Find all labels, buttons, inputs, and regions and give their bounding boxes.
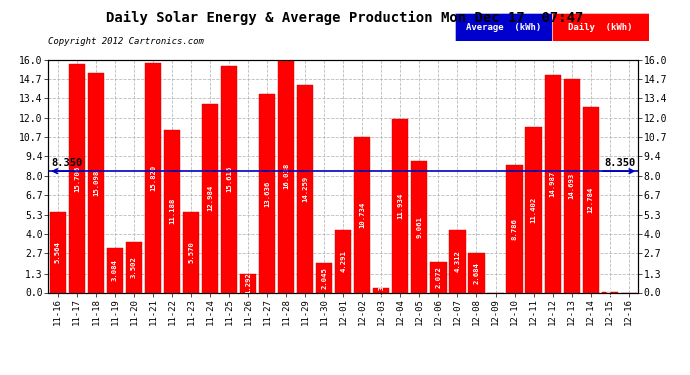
Bar <box>145 63 161 292</box>
Text: 8.350: 8.350 <box>604 158 635 168</box>
Text: 8.350: 8.350 <box>51 158 83 168</box>
Bar <box>564 79 580 292</box>
Text: 4.291: 4.291 <box>340 251 346 272</box>
Text: 3.502: 3.502 <box>131 256 137 278</box>
Bar <box>88 73 104 292</box>
Bar <box>202 104 218 292</box>
Bar <box>297 85 313 292</box>
Text: 15.616: 15.616 <box>226 166 232 192</box>
Text: 11.402: 11.402 <box>531 196 537 223</box>
Bar <box>107 248 123 292</box>
Text: 15.820: 15.820 <box>150 164 156 190</box>
Bar <box>582 107 599 292</box>
Text: 0.053: 0.053 <box>607 278 613 300</box>
Text: 14.693: 14.693 <box>569 172 575 199</box>
Text: 2.072: 2.072 <box>435 267 442 288</box>
Text: 16.038: 16.038 <box>283 163 289 189</box>
Bar <box>183 211 199 292</box>
Text: 4.312: 4.312 <box>455 250 460 272</box>
Text: 12.784: 12.784 <box>588 186 593 213</box>
Bar <box>431 262 446 292</box>
Text: 10.734: 10.734 <box>359 201 365 228</box>
Bar <box>221 66 237 292</box>
Bar <box>335 230 351 292</box>
Bar <box>316 263 333 292</box>
Text: Daily Solar Energy & Average Production Mon Dec 17  07:47: Daily Solar Energy & Average Production … <box>106 11 584 26</box>
Bar <box>373 288 389 292</box>
Text: 11.934: 11.934 <box>397 193 404 219</box>
Bar <box>411 161 428 292</box>
Bar <box>469 254 484 292</box>
Bar <box>544 75 561 292</box>
Text: 8.786: 8.786 <box>511 218 518 240</box>
Text: Average  (kWh): Average (kWh) <box>466 22 542 32</box>
Text: 15.098: 15.098 <box>93 170 99 196</box>
Bar <box>50 211 66 292</box>
Text: 14.987: 14.987 <box>550 171 555 197</box>
Text: 9.061: 9.061 <box>416 216 422 238</box>
Bar <box>259 94 275 292</box>
Text: 15.706: 15.706 <box>74 165 80 192</box>
Text: 0.310: 0.310 <box>378 276 384 298</box>
Bar <box>393 119 408 292</box>
Bar <box>506 165 522 292</box>
Text: 5.564: 5.564 <box>55 241 61 263</box>
Text: 5.570: 5.570 <box>188 241 194 263</box>
Bar <box>354 136 371 292</box>
Text: 11.188: 11.188 <box>169 198 175 224</box>
Bar <box>526 127 542 292</box>
Text: 1.292: 1.292 <box>245 272 251 294</box>
Bar <box>278 60 294 292</box>
Bar <box>126 242 142 292</box>
Bar <box>69 64 85 292</box>
Text: 2.684: 2.684 <box>473 262 480 284</box>
Text: 14.259: 14.259 <box>302 176 308 202</box>
Bar <box>449 230 466 292</box>
Text: Copyright 2012 Cartronics.com: Copyright 2012 Cartronics.com <box>48 38 204 46</box>
Bar <box>164 130 180 292</box>
Text: 3.084: 3.084 <box>112 259 118 281</box>
Bar <box>240 274 256 292</box>
Text: 2.045: 2.045 <box>322 267 327 289</box>
Text: Daily  (kWh): Daily (kWh) <box>568 22 633 32</box>
Text: 13.636: 13.636 <box>264 180 270 207</box>
Text: 12.984: 12.984 <box>207 185 213 211</box>
